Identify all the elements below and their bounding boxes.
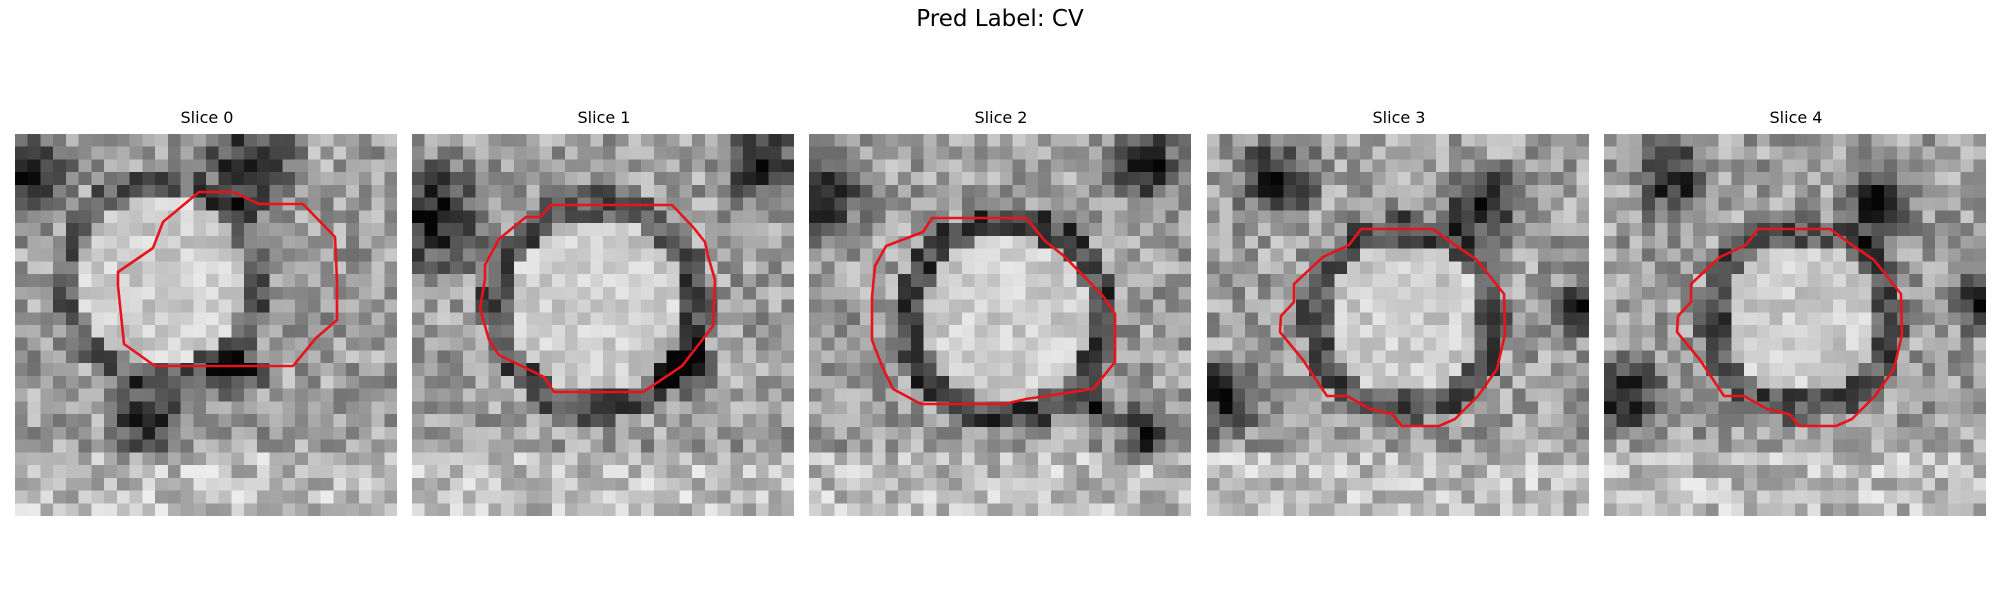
grayscale-patch	[15, 134, 397, 516]
grayscale-patch	[1207, 134, 1589, 516]
slice-image	[1207, 134, 1589, 516]
slice-image	[412, 134, 794, 516]
grayscale-patch	[1604, 134, 1986, 516]
segmentation-contour	[1675, 227, 1904, 428]
grayscale-patch	[412, 134, 794, 516]
slice-panel-4: Slice 4	[1604, 108, 1988, 516]
slice-panel-3: Slice 3	[1207, 108, 1591, 516]
slice-title: Slice 1	[577, 108, 631, 127]
slice-image	[1604, 134, 1986, 516]
slice-title: Slice 3	[1372, 108, 1426, 127]
slice-panel-2: Slice 2	[809, 108, 1193, 516]
slice-title: Slice 4	[1769, 108, 1823, 127]
slice-image	[809, 134, 1191, 516]
slice-panel-0: Slice 0	[15, 108, 399, 516]
segmentation-contour	[870, 216, 1117, 406]
slice-title: Slice 0	[180, 108, 234, 127]
slice-panel-1: Slice 1	[412, 108, 796, 516]
segmentation-contour	[478, 203, 717, 394]
segmentation-contour	[1278, 227, 1507, 428]
slice-image	[15, 134, 397, 516]
figure-title: Pred Label: CV	[916, 6, 1084, 32]
slice-title: Slice 2	[974, 108, 1028, 127]
segmentation-contour	[116, 190, 339, 368]
